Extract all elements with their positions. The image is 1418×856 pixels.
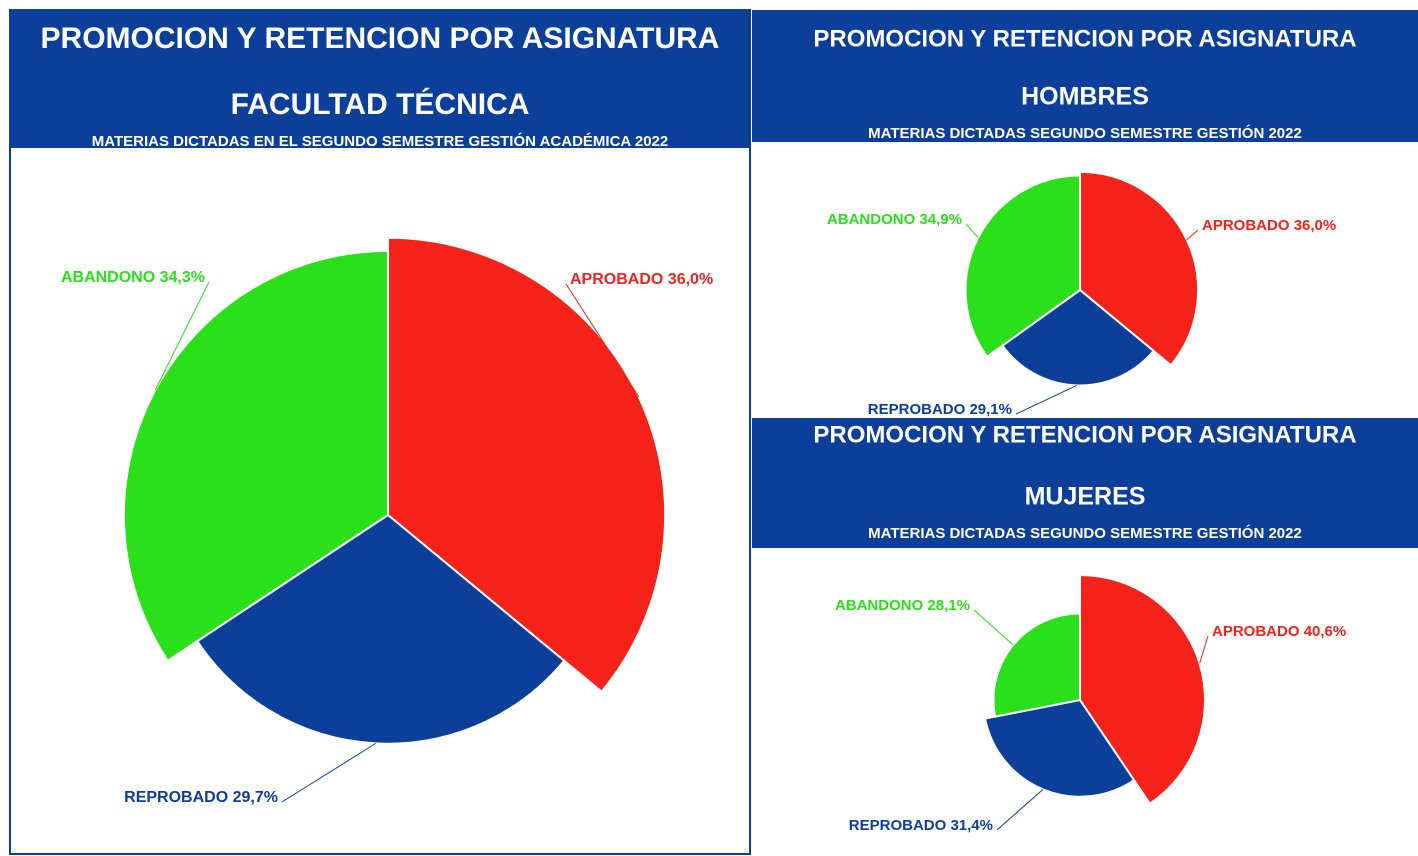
data-label: APROBADO 36,0% [570, 271, 713, 288]
data-label-value: 36,0% [668, 271, 713, 288]
chart-title: PROMOCION Y RETENCION POR ASIGNATURA [813, 25, 1356, 52]
data-label: REPROBADO 29,1% [868, 401, 1012, 418]
chart-subtitle: HOMBRES [1021, 83, 1149, 111]
data-label-category: REPROBADO [868, 401, 966, 418]
chart-subtitle: FACULTAD TÉCNICA [231, 87, 530, 121]
data-label: REPROBADO 31,4% [849, 817, 993, 834]
chart-title: PROMOCION Y RETENCION POR ASIGNATURA [41, 22, 720, 55]
pie-slice [1079, 170, 1200, 367]
leader-line [1015, 384, 1077, 415]
data-label-value: 34,3% [160, 269, 205, 286]
pie-slice [992, 612, 1081, 718]
leader-line [281, 742, 377, 803]
data-label-category: REPROBADO [124, 789, 228, 806]
leader-line [1186, 229, 1199, 241]
data-label-category: ABANDONO [827, 211, 916, 228]
pie-slice [983, 698, 1136, 798]
data-label-value: 28,1% [927, 597, 970, 614]
data-label-category: APROBADO [570, 271, 663, 288]
chart-note: MATERIAS DICTADAS EN EL SEGUNDO SEMESTRE… [92, 132, 668, 150]
chart-note: MATERIAS DICTADAS SEGUNDO SEMESTRE GESTI… [868, 124, 1302, 142]
leader-line [973, 609, 1014, 646]
pie-slice [1079, 573, 1206, 806]
data-label-category: ABANDONO [61, 269, 155, 286]
data-label: APROBADO 36,0% [1202, 217, 1336, 234]
data-label: ABANDONO 28,1% [835, 597, 970, 614]
data-label: APROBADO 40,6% [1212, 623, 1346, 640]
chart-title: PROMOCION Y RETENCION POR ASIGNATURA [813, 421, 1356, 448]
header-box [752, 10, 1418, 142]
leader-line [565, 283, 640, 398]
header-box [752, 418, 1418, 548]
data-label-value: 31,4% [950, 817, 993, 834]
data-label-category: APROBADO [1212, 623, 1300, 640]
data-label: REPROBADO 29,7% [124, 789, 278, 806]
pie-slice [387, 236, 667, 694]
chart-note: MATERIAS DICTADAS SEGUNDO SEMESTRE GESTI… [868, 524, 1302, 542]
data-label-value: 34,9% [919, 211, 962, 228]
data-label: ABANDONO 34,3% [61, 269, 205, 286]
data-label-category: REPROBADO [849, 817, 947, 834]
header-box [10, 10, 750, 148]
leader-line [965, 223, 979, 239]
data-label-category: ABANDONO [835, 597, 924, 614]
chart-subtitle: MUJERES [1025, 483, 1146, 511]
leader-line [996, 788, 1044, 831]
data-label-category: APROBADO [1202, 217, 1290, 234]
data-label: ABANDONO 34,9% [827, 211, 962, 228]
data-label-value: 29,7% [233, 789, 278, 806]
data-label-value: 40,6% [1304, 623, 1347, 640]
pie-slice [122, 249, 389, 663]
data-label-value: 36,0% [1294, 217, 1337, 234]
leader-line [1199, 635, 1209, 664]
pie-slice [195, 513, 566, 745]
pie-slice [964, 174, 1081, 359]
data-label-value: 29,1% [969, 401, 1012, 418]
leader-line [154, 281, 210, 391]
